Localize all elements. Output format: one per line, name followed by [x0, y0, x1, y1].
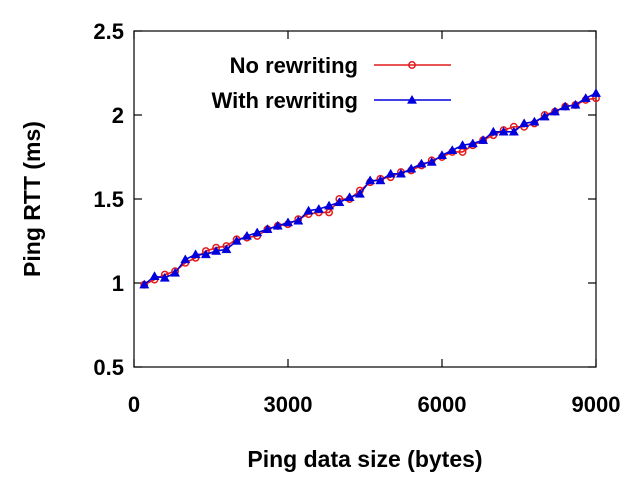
data-point — [149, 271, 160, 280]
data-point — [324, 200, 335, 210]
data-point — [252, 227, 263, 237]
y-tick-label: 0.5 — [93, 355, 124, 380]
data-point — [549, 106, 560, 116]
legend-label: With rewriting — [212, 88, 358, 113]
data-point — [436, 150, 448, 160]
data-point — [457, 140, 468, 149]
legend-marker — [406, 94, 418, 104]
data-point — [395, 168, 406, 178]
data-point — [344, 192, 355, 202]
data-point — [375, 175, 386, 185]
data-point — [560, 101, 571, 111]
x-tick-label: 0 — [128, 392, 140, 417]
data-point — [478, 135, 489, 144]
data-point — [211, 245, 222, 255]
series-layer — [139, 88, 602, 289]
data-point — [385, 168, 396, 178]
y-tick-label: 1.5 — [93, 187, 124, 212]
data-point — [190, 249, 201, 259]
data-point — [519, 118, 530, 128]
data-point — [180, 254, 191, 264]
legend: No rewriting With rewriting — [212, 53, 451, 113]
data-point — [365, 175, 376, 185]
data-point — [272, 220, 283, 230]
y-axis-title: Ping RTT (ms) — [19, 121, 45, 277]
data-point — [570, 99, 581, 109]
data-point — [498, 126, 509, 136]
x-axis: 0 3000 6000 9000 — [128, 31, 621, 417]
data-point — [139, 279, 150, 289]
data-point — [241, 230, 252, 240]
data-point — [159, 272, 170, 282]
data-point — [426, 156, 437, 166]
data-point — [170, 267, 181, 277]
x-tick-label: 3000 — [264, 392, 313, 417]
data-point — [293, 215, 304, 225]
y-tick-label: 2.5 — [93, 19, 124, 44]
legend-item: No rewriting — [230, 53, 451, 78]
series-line — [143, 92, 597, 286]
data-point — [354, 188, 365, 198]
y-axis: 0.5 1 1.5 2 2.5 — [93, 19, 596, 380]
data-point — [590, 88, 602, 97]
data-point — [406, 163, 417, 173]
legend-label: No rewriting — [230, 53, 358, 78]
data-point — [231, 235, 242, 245]
data-point — [334, 197, 345, 207]
data-point — [580, 93, 591, 102]
plot-frame — [133, 30, 597, 368]
data-point — [529, 116, 540, 126]
y-tick-label: 1 — [112, 271, 124, 296]
y-tick-label: 2 — [112, 103, 124, 128]
data-point — [539, 111, 550, 121]
data-point — [200, 249, 211, 259]
x-axis-title: Ping data size (bytes) — [247, 446, 482, 472]
data-point — [282, 217, 294, 227]
data-point — [416, 158, 427, 168]
legend-marker — [408, 61, 416, 69]
data-point — [262, 224, 273, 233]
x-tick-label: 6000 — [418, 392, 467, 417]
data-point — [447, 145, 458, 154]
data-point — [467, 138, 478, 148]
x-tick-label: 9000 — [572, 392, 621, 417]
data-point — [488, 126, 499, 136]
data-point — [303, 205, 314, 215]
data-point — [221, 244, 232, 254]
data-point — [508, 126, 519, 136]
series-2 — [139, 88, 602, 289]
legend-item: With rewriting — [212, 88, 451, 113]
data-point — [313, 203, 324, 213]
